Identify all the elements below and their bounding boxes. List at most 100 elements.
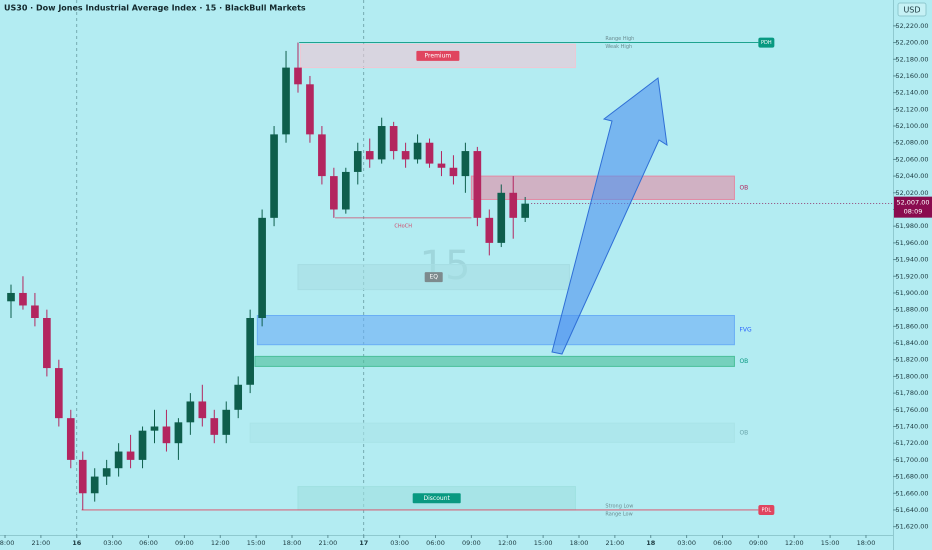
zone-label: Discount [424,495,451,502]
level-label: Range Low [605,511,632,517]
level-label: Weak High [605,44,632,50]
x-tick-label: 03:00 [677,539,696,547]
zone-tag [416,50,460,61]
zone [256,314,735,346]
y-tick-label: 52,060.00 [895,155,928,163]
candle-body [19,292,27,306]
x-tick-label: 17 [359,539,368,547]
candle-body [377,126,386,160]
y-tick-label: 51,860.00 [895,322,928,330]
y-tick-label: 52,160.00 [895,72,928,80]
y-tick-label: 51,980.00 [895,222,928,230]
y-tick-label: 52,180.00 [895,55,928,63]
y-tick-label: 52,200.00 [895,39,928,47]
x-tick-label: 18:00 [0,539,14,547]
candle-body [353,151,362,172]
zone-tag [424,272,443,283]
x-tick-label: 06:00 [426,539,445,547]
level-tag-label: PDH [761,40,772,46]
candle-body [186,401,195,423]
candle-body [306,84,314,135]
candle-body [437,163,446,168]
candle-body [401,151,410,160]
candle-body [114,451,123,469]
candle-body [473,151,482,218]
x-tick-label: 18 [646,539,656,547]
y-tick-label: 51,660.00 [895,489,928,497]
candle-body [174,422,183,444]
y-tick-label: 52,040.00 [895,172,928,180]
y-tick-label: 52,120.00 [895,105,928,113]
x-tick-label: 12:00 [498,539,517,547]
candle-body [126,451,135,460]
level-label: Range High [605,36,634,42]
y-tick-label: 51,700.00 [895,456,928,464]
candle-body [246,317,254,385]
candle-body [413,142,422,160]
x-tick-label: 18:00 [283,539,302,547]
candle-body [318,134,326,177]
y-tick-label: 51,720.00 [895,439,928,447]
zone-label: EQ [429,274,438,281]
candle-body [78,459,87,494]
candle-body [138,430,147,460]
candle-body [102,468,111,477]
candle-body [389,126,398,152]
y-tick-label: 51,940.00 [895,256,928,264]
price-tag-label: 52,007.00 [896,199,929,207]
zone [249,422,735,443]
candle-body [341,171,350,210]
level-tag [758,37,775,48]
currency[interactable]: USD [903,6,920,15]
x-tick-label: 18:00 [857,539,876,547]
candle-body [66,418,75,460]
candle-body [198,401,207,419]
currency-box[interactable] [897,2,927,17]
candle-body [330,176,338,210]
candle-body [7,292,15,302]
candle-body [31,305,39,318]
y-tick-label: 51,920.00 [895,272,928,280]
y-tick-label: 51,820.00 [895,356,928,364]
projection-arrow [551,77,668,355]
level-tag-label: PDL [762,507,772,513]
x-tick-label: 09:00 [749,539,768,547]
level-label: Strong Low [605,503,633,509]
y-tick-label: 51,620.00 [895,523,928,531]
y-tick-label: 52,080.00 [895,139,928,147]
x-tick-label: 09:00 [175,539,194,547]
x-tick-label: 03:00 [103,539,122,547]
zone-label: OB [739,358,748,365]
countdown: 08:09 [904,208,923,216]
zone-label: OB [739,429,748,436]
y-tick-label: 52,100.00 [895,122,928,130]
candle-body [509,192,518,218]
candle-body [497,192,506,243]
candle-body [521,203,530,218]
y-tick-label: 51,740.00 [895,422,928,430]
x-tick-label: 21:00 [319,539,338,547]
candle-body [425,142,434,164]
y-tick-label: 52,020.00 [895,189,928,197]
candle-body [162,426,171,444]
zone-tag [412,493,461,504]
candle-body [461,151,470,177]
candle-body [234,384,243,410]
zone-label: OB [739,184,748,191]
x-tick-label: 15:00 [534,539,553,547]
x-tick-label: 15:00 [821,539,840,547]
candle-body [55,368,63,419]
y-tick-label: 51,800.00 [895,372,928,380]
y-tick-label: 51,680.00 [895,473,928,481]
candle-body [270,134,278,218]
x-tick-label: 06:00 [139,539,158,547]
candle-body [258,217,266,318]
chart-title: US30 · Dow Jones Industrial Average Inde… [4,4,306,13]
candle-body [485,217,494,243]
y-tick-label: 51,960.00 [895,239,928,247]
x-tick-label: 16 [72,539,82,547]
candle-body [449,167,458,177]
candle-body [43,317,51,369]
y-tick-label: 51,760.00 [895,406,928,414]
